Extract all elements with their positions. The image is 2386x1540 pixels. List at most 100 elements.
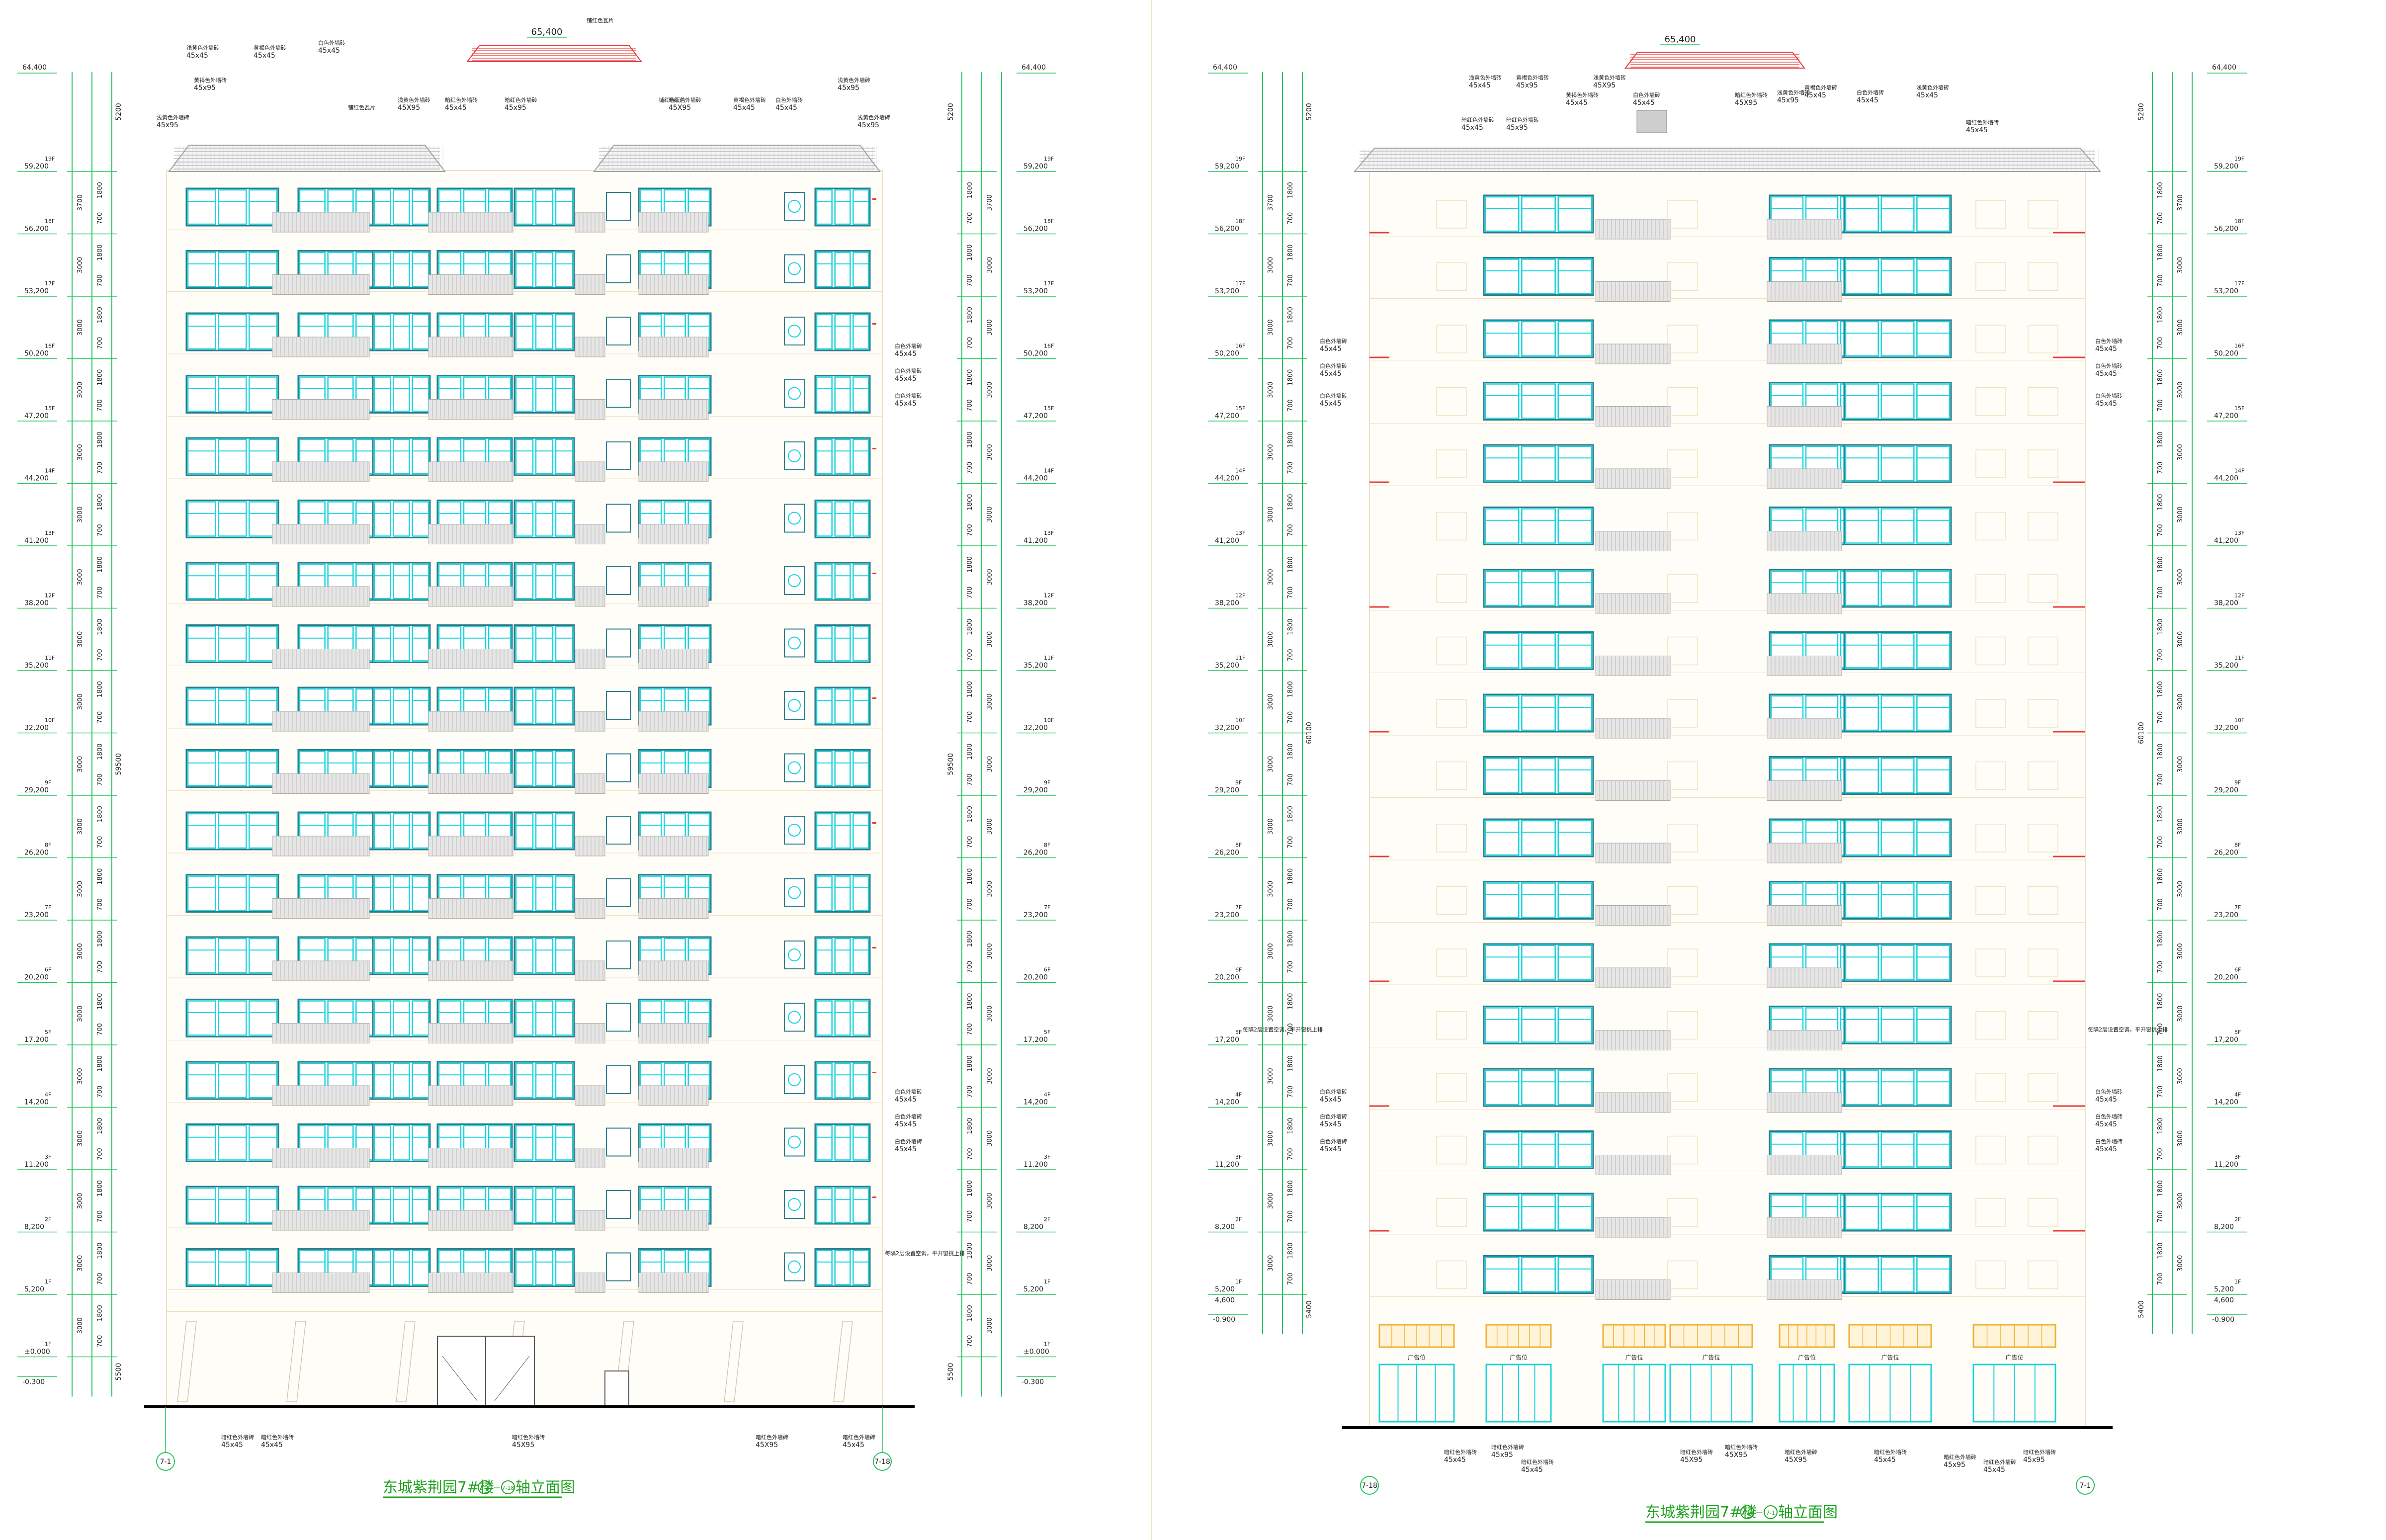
dim-value: 3000 <box>986 1317 994 1334</box>
window-pane <box>393 376 410 412</box>
dim-value: 700 <box>96 711 104 724</box>
window-pane <box>1557 633 1593 669</box>
dim-value: 1800 <box>966 1118 974 1134</box>
window-pane <box>1484 820 1520 856</box>
side-window <box>1436 574 1467 603</box>
window-pane <box>373 1187 391 1223</box>
dim-value: 1800 <box>96 1055 104 1072</box>
floor-elevation: 26,200 <box>1023 849 1048 857</box>
dim-value: 3000 <box>1267 507 1275 523</box>
window-pane <box>187 1250 216 1285</box>
window-pane <box>1845 758 1879 793</box>
window-pane <box>412 563 429 599</box>
floor-label: 2F <box>2234 1216 2241 1223</box>
side-window <box>1975 1011 2006 1040</box>
balcony-rail <box>575 1148 605 1168</box>
roof-tiles <box>593 145 881 172</box>
dim-value: 1800 <box>1287 1180 1294 1197</box>
window-pane <box>816 1000 833 1036</box>
window-pane <box>852 1187 869 1223</box>
side-note-name: 白色外墙砖 <box>2095 338 2123 344</box>
window-frame <box>814 187 871 227</box>
stair-window <box>606 1252 631 1282</box>
material-note-name: 浅黄色外墙砖 <box>1469 74 1502 81</box>
window-pane <box>816 688 833 724</box>
window-pane <box>1484 882 1520 918</box>
window-frame <box>185 749 279 788</box>
balcony-rail <box>575 274 605 295</box>
window-pane <box>393 813 410 849</box>
balcony-rail <box>428 274 513 295</box>
window-pane <box>834 501 851 537</box>
base-note-name: 暗红色外墙砖 <box>1491 1444 1524 1451</box>
dim-value: 1800 <box>96 806 104 822</box>
dim-value: 1800 <box>1287 1055 1294 1072</box>
material-note-size: 45x45 <box>1461 124 1483 132</box>
stair-window <box>784 628 805 658</box>
window-pane <box>1880 1132 1915 1168</box>
balcony-rail <box>638 1210 709 1231</box>
dim-value: 700 <box>96 524 104 536</box>
window-pane <box>816 1062 833 1099</box>
floor-elevation: 29,200 <box>1215 786 1239 794</box>
window-frame <box>1843 756 1952 795</box>
window-frame <box>513 999 575 1037</box>
window-frame <box>372 437 431 476</box>
dim-value: 1800 <box>96 681 104 697</box>
floor-elevation: 38,200 <box>24 599 49 607</box>
floor-elevation: 50,200 <box>2214 350 2238 358</box>
window-pane <box>515 1000 534 1036</box>
balcony-rail <box>638 1273 709 1293</box>
side-note-size: 45x45 <box>1320 1096 1342 1104</box>
window-pane <box>1916 695 1951 731</box>
stair-window <box>606 753 631 782</box>
side-window <box>2028 512 2058 541</box>
dim-value: 3000 <box>77 507 84 523</box>
floor-elevation: 59,200 <box>1215 163 1239 171</box>
window-pane <box>834 875 851 911</box>
material-note-size: 45X95 <box>669 104 691 112</box>
floor-label: 10F <box>1235 717 1245 724</box>
floor-label: 3F <box>2234 1154 2241 1160</box>
dim-value: 1800 <box>2157 681 2164 697</box>
window-pane <box>1484 1257 1520 1292</box>
dim-value: 3000 <box>77 1068 84 1084</box>
dim-value: 1800 <box>1287 993 1294 1010</box>
floor-elevation: 53,200 <box>24 287 49 295</box>
floor-elevation: 50,200 <box>24 350 49 358</box>
floor-label: 18F <box>1044 218 1054 225</box>
dim-value: 700 <box>966 711 974 724</box>
balcony-rail <box>638 274 709 295</box>
floor-label: 15F <box>1044 405 1054 412</box>
side-window <box>1436 262 1467 291</box>
side-window <box>1667 574 1698 603</box>
dim-value: 1800 <box>96 931 104 947</box>
side-note-size: 45x45 <box>2095 345 2117 353</box>
window-pane <box>393 1187 410 1223</box>
floor-label: 19F <box>1235 156 1245 162</box>
window-frame <box>185 1123 279 1162</box>
window-pane <box>834 813 851 849</box>
window-pane <box>852 688 869 724</box>
roof-elevation: 65,400 <box>531 27 563 37</box>
floor-elevation: 38,200 <box>1023 599 1048 607</box>
side-note-name: 白色外墙砖 <box>895 392 922 399</box>
window-pane <box>535 1000 554 1036</box>
dim-value: 3000 <box>2177 1130 2184 1147</box>
stair-window <box>606 628 631 658</box>
window-pane <box>1484 196 1520 232</box>
side-note-size: 45x45 <box>1320 345 1342 353</box>
window-pane <box>1845 1257 1879 1292</box>
dim-value: 3000 <box>77 1255 84 1272</box>
side-window <box>2028 1135 2058 1165</box>
window-pane <box>393 938 410 974</box>
balcony-rail <box>575 960 605 981</box>
window-pane <box>1557 383 1593 419</box>
side-window <box>1667 824 1698 853</box>
balcony-rail <box>1767 343 1842 364</box>
window-frame <box>372 749 431 788</box>
window-pane <box>1845 445 1879 482</box>
base-note-size: 45x45 <box>1444 1456 1466 1464</box>
window-pane <box>535 1062 554 1099</box>
round-window <box>788 761 801 774</box>
